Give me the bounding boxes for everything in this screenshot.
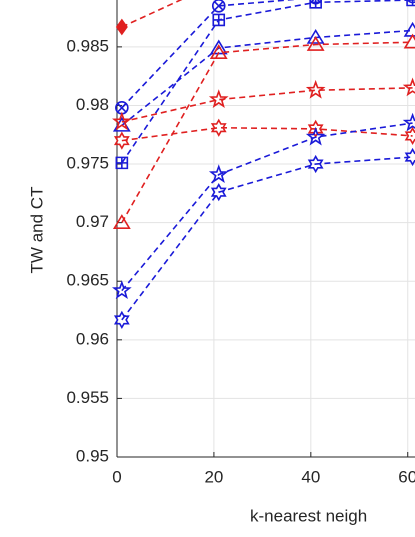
series-marker [212,13,226,27]
series-marker [306,35,325,51]
series-line [121,126,413,142]
series-marker [404,126,415,146]
series-marker [115,18,128,36]
y-tick-label: 0.98 [76,95,109,114]
x-tick-label: 20 [204,467,223,486]
series-marker [113,310,130,330]
y-tick-label: 0.95 [76,446,109,465]
series-marker [406,0,415,7]
y-tick-label: 0.97 [76,212,109,231]
series-marker [402,112,415,132]
series-marker [403,21,415,37]
y-tick-label: 0.96 [76,329,109,348]
series-marker [210,118,227,137]
plot-area [112,0,415,330]
series-marker [208,164,229,183]
x-axis-label: k-nearest neigh [250,506,367,525]
series-marker [307,154,324,174]
series-line [121,87,413,123]
series-marker [305,126,326,146]
series-marker [210,183,227,202]
y-tick-label: 0.985 [66,36,109,55]
series-marker [115,156,129,170]
series-line [121,0,183,28]
series-marker [305,79,326,99]
series-marker [211,0,226,13]
series-line [121,122,413,292]
series-line [121,156,413,321]
series-marker [402,77,415,97]
series-marker [113,131,130,150]
y-tick-label: 0.975 [66,154,109,173]
series-marker [306,28,325,44]
series-marker [208,89,229,108]
y-tick-label: 0.965 [66,271,109,290]
series-marker [309,0,322,9]
series-marker [406,0,415,4]
series-marker [115,101,129,115]
x-tick-label: 40 [301,467,320,486]
y-axis-label: TW and CT [27,187,46,274]
series-line [121,41,413,224]
series-marker [112,280,132,299]
series-marker [112,214,131,229]
series-line [121,0,298,109]
x-tick-label: 0 [112,467,121,486]
series-line [121,29,413,127]
y-tick-label: 0.955 [66,388,109,407]
series-marker [209,44,228,60]
series-marker [404,147,415,167]
series-marker [403,33,415,49]
x-tick-label: 60 [398,467,415,486]
series-marker [112,111,132,131]
series-line [121,0,413,164]
